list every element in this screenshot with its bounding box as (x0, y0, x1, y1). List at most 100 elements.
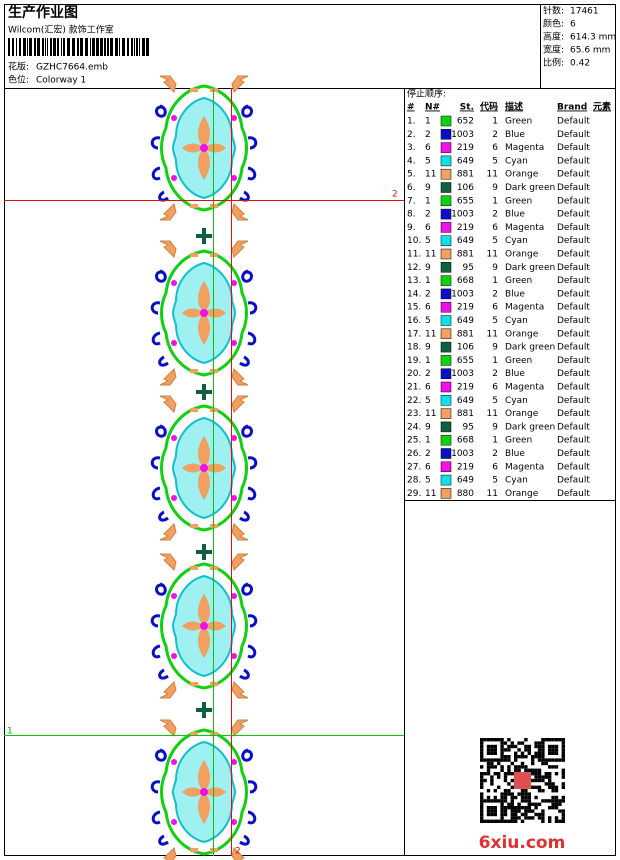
qr-cell (551, 748, 555, 752)
bar (63, 38, 65, 56)
stitches: 655 (457, 356, 474, 366)
qr-cell (534, 785, 538, 789)
qr-cell (493, 806, 497, 810)
needle: 11 (425, 329, 436, 339)
qr-cell (520, 741, 525, 745)
bar (53, 38, 56, 56)
qr-cell (544, 782, 548, 786)
qr-cell (524, 792, 528, 796)
qr-cell (531, 785, 535, 789)
swatch (440, 262, 452, 273)
swatch (440, 395, 452, 406)
code: 11 (487, 489, 498, 499)
qr-cell (480, 795, 484, 800)
brand: Default (557, 383, 590, 393)
qr-cell (490, 809, 494, 813)
qr-cell (537, 748, 542, 752)
qr-cell (561, 812, 565, 817)
qr-cell (486, 772, 491, 776)
column-header: 元素 (593, 101, 611, 113)
description: Blue (505, 449, 525, 459)
needle: 2 (425, 369, 431, 379)
qr-cell (497, 785, 501, 789)
qr-cell (480, 792, 484, 796)
qr-cell (480, 744, 484, 749)
qr-cell (493, 758, 497, 762)
qr-cell (517, 768, 521, 772)
qr-cell (561, 782, 565, 786)
bar (115, 38, 118, 56)
swatch (440, 129, 452, 140)
stitches: 1003 (451, 449, 474, 459)
qr-cell (486, 738, 491, 742)
bar (80, 38, 83, 56)
brand: Default (557, 422, 590, 432)
needle: 6 (425, 462, 431, 472)
qr-cell (548, 751, 552, 755)
qr-cell (537, 744, 542, 749)
qr-cell (534, 744, 538, 749)
qr-cell (534, 812, 538, 817)
border (4, 4, 616, 856)
description: Cyan (505, 156, 528, 166)
qr-cell (480, 758, 484, 762)
qr-cell (510, 792, 514, 796)
qr-cell (534, 755, 538, 759)
bar (67, 38, 70, 56)
qr-cell (527, 795, 531, 800)
stop-number: 8. (407, 210, 416, 220)
stitches: 1003 (451, 289, 474, 299)
code: 5 (492, 396, 498, 406)
stop-number: 28. (407, 476, 421, 486)
stitches: 881 (457, 170, 474, 180)
qr-cell (561, 744, 565, 749)
swatch (440, 461, 452, 473)
qr-cell (493, 772, 497, 776)
brand: Default (557, 476, 590, 486)
code: 11 (487, 409, 498, 419)
stitches: 652 (457, 117, 474, 127)
qr-cell (520, 755, 525, 759)
qr-cell (531, 761, 535, 766)
qr-cell (554, 799, 559, 803)
qr-cell (486, 744, 491, 749)
code: 6 (492, 462, 498, 472)
needle: 11 (425, 170, 436, 180)
subtitle: Wilcom(汇宏) 款饰工作室 (8, 24, 114, 36)
qr-cell (561, 785, 565, 789)
needle: 2 (425, 289, 431, 299)
bar (107, 38, 109, 56)
qr-cell (510, 812, 514, 817)
qr-cell (480, 802, 484, 806)
qr-cell (507, 806, 511, 810)
qr-cell (510, 795, 514, 800)
stop-number: 24. (407, 422, 421, 432)
stop-number: 16. (407, 316, 421, 326)
stitches: 1003 (451, 369, 474, 379)
qr-cell (527, 751, 531, 755)
qr-cell (561, 751, 565, 755)
description: Orange (505, 409, 539, 419)
qr-cell (514, 765, 518, 769)
stat-value: 6 (570, 20, 576, 30)
qr-cell (527, 816, 531, 820)
qr-cell (554, 795, 559, 800)
stop-number: 13. (407, 276, 421, 286)
qr-cell (503, 809, 508, 813)
bar (8, 38, 10, 56)
qr-cell (517, 765, 521, 769)
qr-cell (534, 775, 538, 779)
stop-number: 19. (407, 356, 421, 366)
code: 6 (492, 383, 498, 393)
brand: Default (557, 316, 590, 326)
bar (27, 38, 28, 56)
qr-cell (524, 765, 528, 769)
qr-cell (500, 768, 504, 772)
qr-code (480, 738, 565, 823)
qr-cell (507, 782, 511, 786)
code: 5 (492, 236, 498, 246)
qr-cell (548, 778, 552, 783)
description: Orange (505, 489, 539, 499)
qr-cell (554, 751, 559, 755)
needle: 11 (425, 409, 436, 419)
